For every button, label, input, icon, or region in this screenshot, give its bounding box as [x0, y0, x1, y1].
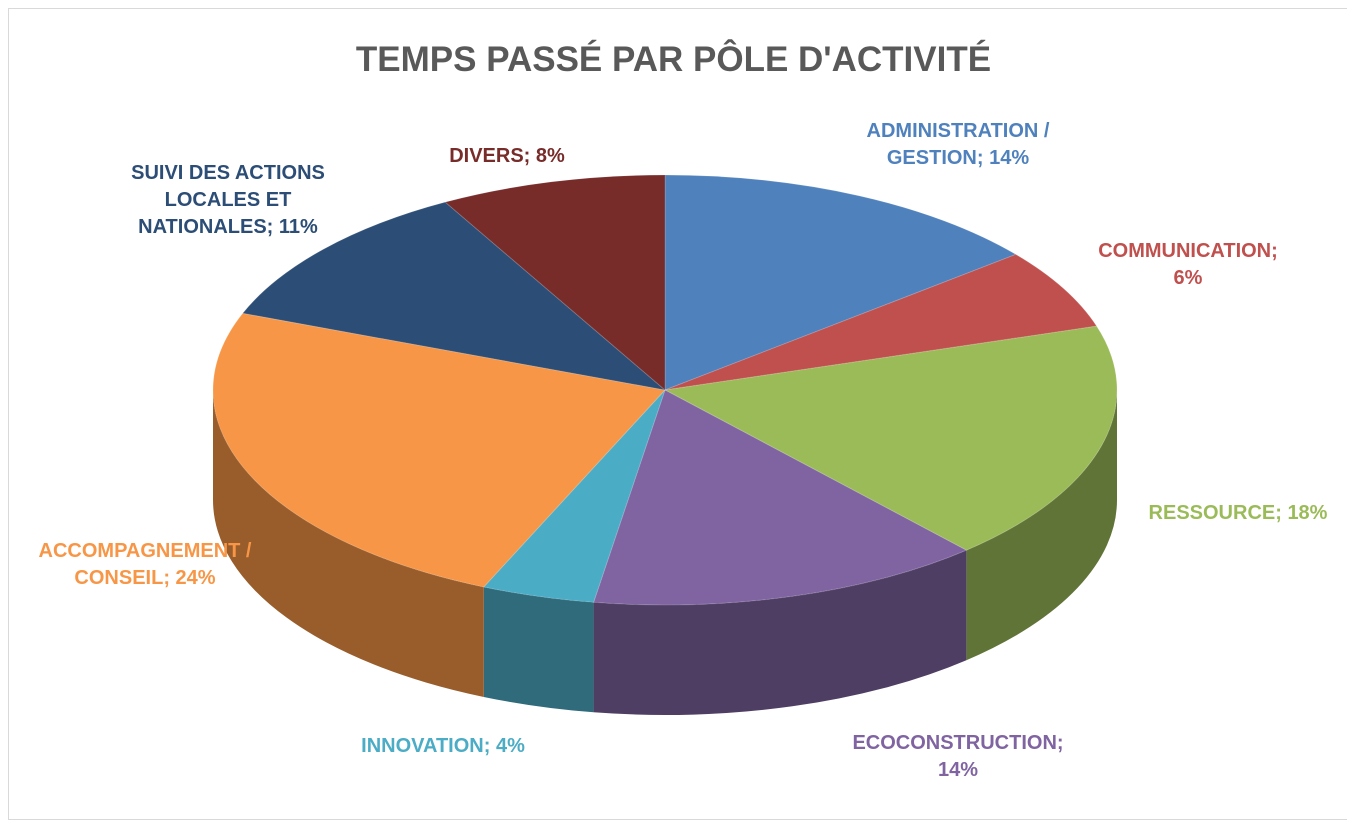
data-label: RESSOURCE; 18% [1148, 502, 1328, 524]
slice [444, 174, 666, 392]
slice [241, 201, 667, 391]
slice-side [593, 550, 967, 715]
data-label: DIVERS; 8% [449, 145, 565, 167]
slice [482, 389, 666, 603]
data-label: ECOCONSTRUCTION; 14% [852, 732, 1064, 781]
slice [664, 174, 1017, 391]
data-label: INNOVATION; 4% [361, 735, 525, 757]
chart-title: TEMPS PASSÉ PAR PÔLE D'ACTIVITÉ [355, 40, 992, 79]
chart-frame [8, 8, 1347, 820]
slice [212, 312, 666, 588]
data-label: SUIVI DES ACTIONS LOCALES ET NATIONALES;… [131, 162, 325, 238]
slice-side [483, 586, 594, 713]
data-label: ACCOMPAGNEMENT / CONSEIL; 24% [38, 540, 252, 589]
slice-side [966, 390, 1117, 661]
data-label: ADMINISTRATION / GESTION; 14% [866, 120, 1050, 169]
slice-side [213, 390, 484, 697]
data-label: COMMUNICATION; 6% [1098, 240, 1278, 289]
slice [663, 325, 1118, 551]
slice [664, 253, 1098, 391]
slice [592, 389, 968, 606]
